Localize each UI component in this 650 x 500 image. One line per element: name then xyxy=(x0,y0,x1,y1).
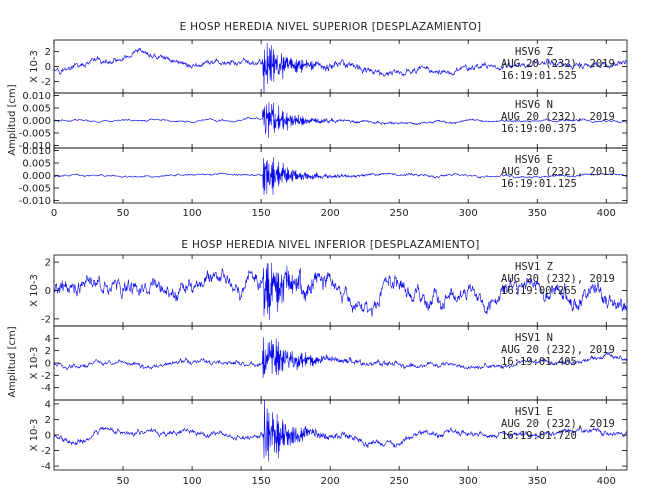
y-tick-label: -2 xyxy=(41,446,51,457)
channel-time: 16:19:01.525 xyxy=(501,70,577,82)
y-tick-label: -4 xyxy=(41,462,51,473)
y-tick-label: 0.000 xyxy=(22,171,51,182)
waveform-trace xyxy=(54,400,627,462)
y-tick-label: -0.005 xyxy=(19,129,51,140)
scale-factor-label: X 10-3 xyxy=(29,50,40,83)
channel-time: 16:19:01.405 xyxy=(501,356,577,368)
y-tick-label: 4 xyxy=(45,399,51,410)
channel-name: HSV6 N xyxy=(515,99,553,111)
waveform-trace xyxy=(54,157,627,195)
y-tick-label: 0 xyxy=(45,359,51,370)
lower-level-chart: E HOSP HEREDIA NIVEL INFERIOR [DESPLAZAM… xyxy=(7,239,628,487)
y-tick-label: 0 xyxy=(45,286,51,297)
y-tick-label: 0 xyxy=(45,62,51,73)
channel-date: AUG 20 (232), 2019 xyxy=(501,111,615,123)
y-tick-label: 0.010 xyxy=(22,146,51,157)
y-tick-label: -2 xyxy=(41,77,51,88)
y-tick-label: -0.010 xyxy=(19,141,51,152)
channel-time: 16:19:01.125 xyxy=(501,178,577,190)
channel-time: 16:19:01.720 xyxy=(501,430,577,442)
x-tick-label: 50 xyxy=(117,208,130,219)
y-tick-label: -2 xyxy=(41,371,51,382)
x-tick-label: 100 xyxy=(183,476,202,487)
y-tick-label: 0 xyxy=(45,431,51,442)
channel-date: AUG 20 (232), 2019 xyxy=(501,273,615,285)
channel-name: HSV1 E xyxy=(515,406,553,418)
chart-title: E HOSP HEREDIA NIVEL SUPERIOR [DESPLAZAM… xyxy=(180,21,482,33)
x-tick-label: 150 xyxy=(252,476,271,487)
y-tick-label: 2 xyxy=(45,346,51,357)
x-tick-label: 350 xyxy=(528,208,547,219)
waveform-trace xyxy=(54,262,627,320)
chart-title: E HOSP HEREDIA NIVEL INFERIOR [DESPLAZAM… xyxy=(181,239,479,251)
x-tick-label: 250 xyxy=(390,208,409,219)
scale-factor-label: X 10-3 xyxy=(29,274,40,307)
y-axis-label: Amplitud [cm] xyxy=(7,326,18,397)
channel-date: AUG 20 (232), 2019 xyxy=(501,418,615,430)
channel-date: AUG 20 (232), 2019 xyxy=(501,344,615,356)
channel-time: 16:19:00.265 xyxy=(501,285,577,297)
y-tick-label: 0.010 xyxy=(22,91,51,102)
x-tick-label: 200 xyxy=(321,476,340,487)
x-tick-label: 350 xyxy=(528,476,547,487)
y-tick-label: 0.005 xyxy=(22,159,51,170)
y-tick-label: 2 xyxy=(45,47,51,58)
scale-factor-label: X 10-3 xyxy=(29,419,40,452)
y-tick-label: -2 xyxy=(41,314,51,325)
y-tick-label: -0.010 xyxy=(19,196,51,207)
y-tick-label: 2 xyxy=(45,415,51,426)
x-tick-label: 300 xyxy=(459,476,478,487)
channel-name: HSV1 Z xyxy=(515,261,553,273)
y-tick-label: 0.000 xyxy=(22,116,51,127)
y-tick-label: 4 xyxy=(45,334,51,345)
x-tick-label: 250 xyxy=(390,476,409,487)
channel-date: AUG 20 (232), 2019 xyxy=(501,166,615,178)
x-tick-label: 200 xyxy=(321,208,340,219)
waveform-trace xyxy=(54,101,627,138)
x-tick-label: 50 xyxy=(117,476,130,487)
channel-name: HSV6 E xyxy=(515,154,553,166)
upper-level-chart: E HOSP HEREDIA NIVEL SUPERIOR [DESPLAZAM… xyxy=(7,21,628,219)
x-tick-label: 300 xyxy=(459,208,478,219)
y-tick-label: -4 xyxy=(41,383,51,394)
waveform-trace xyxy=(54,337,627,378)
x-tick-label: 400 xyxy=(597,208,616,219)
channel-name: HSV1 N xyxy=(515,332,553,344)
channel-name: HSV6 Z xyxy=(515,46,553,58)
channel-time: 16:19:00.375 xyxy=(501,123,577,135)
x-tick-label: 400 xyxy=(597,476,616,487)
x-tick-label: 150 xyxy=(252,208,271,219)
y-axis-label: Amplitud [cm] xyxy=(7,84,18,155)
waveform-trace xyxy=(54,42,627,93)
y-tick-label: 2 xyxy=(45,258,51,269)
x-tick-label: 100 xyxy=(183,208,202,219)
y-tick-label: -0.005 xyxy=(19,184,51,195)
x-tick-label: 0 xyxy=(51,208,57,219)
scale-factor-label: X 10-3 xyxy=(29,347,40,380)
channel-date: AUG 20 (232), 2019 xyxy=(501,58,615,70)
y-tick-label: 0.005 xyxy=(22,104,51,115)
